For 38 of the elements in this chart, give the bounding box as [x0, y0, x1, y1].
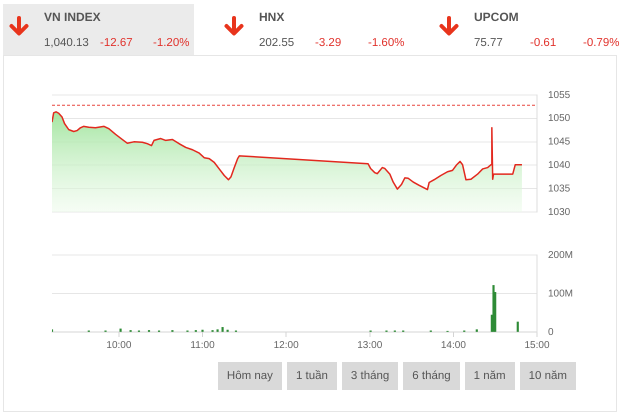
period-button[interactable]: Hôm nay	[218, 362, 282, 390]
x-tick-label: 13:00	[357, 340, 383, 351]
text: 75.77	[474, 37, 503, 49]
y-tick-label: 1055	[548, 90, 571, 101]
y-tick-label: 1045	[548, 136, 571, 148]
text: -0.61	[530, 37, 556, 49]
period-button[interactable]: 10 năm	[520, 362, 576, 390]
x-tick-label: 10:00	[106, 340, 132, 351]
y-tick-label: 1040	[548, 160, 571, 171]
bar	[516, 322, 519, 332]
period-button[interactable]: 3 tháng	[342, 362, 398, 390]
text: 202.55	[259, 37, 294, 49]
text: 1,040.13	[44, 37, 89, 49]
text: -12.67	[100, 37, 133, 49]
y-tick-label: 1030	[548, 206, 571, 218]
text: HNX	[259, 10, 284, 24]
y-tick-label: 100M	[548, 288, 574, 300]
bar	[222, 327, 224, 332]
x-tick-label: 11:00	[190, 340, 216, 351]
bar	[476, 329, 478, 332]
x-tick-label: 15:00	[524, 340, 550, 351]
text: VN INDEX	[44, 10, 101, 24]
y-tick-label: 1050	[548, 113, 571, 124]
y-tick-label: 0	[548, 326, 554, 338]
text: -3.29	[315, 37, 342, 49]
bar	[216, 329, 219, 332]
text: -1.60%	[368, 37, 404, 49]
bar	[119, 328, 122, 332]
text: -0.79%	[583, 37, 620, 49]
y-tick-label: 200M	[548, 250, 574, 261]
text: -1.20%	[153, 37, 190, 49]
x-tick-label: 12:00	[274, 340, 300, 351]
y-tick-label: 1035	[548, 183, 571, 194]
text: UPCOM	[474, 10, 519, 24]
period-button[interactable]: 1 tuần	[286, 362, 337, 390]
period-button[interactable]: 1 năm	[464, 362, 515, 390]
period-button[interactable]: 6 tháng	[403, 362, 460, 390]
x-tick-label: 14:00	[440, 340, 466, 351]
